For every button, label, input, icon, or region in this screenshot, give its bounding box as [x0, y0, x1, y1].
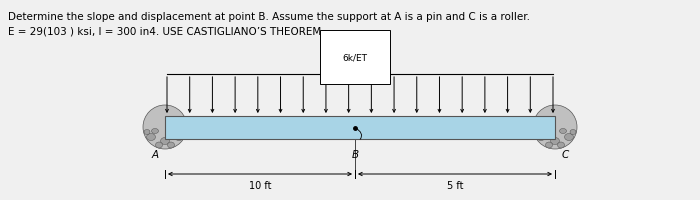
- Text: Determine the slope and displacement at point B. Assume the support at A is a pi: Determine the slope and displacement at …: [8, 12, 530, 22]
- Ellipse shape: [155, 142, 162, 148]
- Ellipse shape: [160, 138, 169, 145]
- Ellipse shape: [146, 134, 155, 141]
- Text: C: C: [561, 149, 568, 159]
- Ellipse shape: [570, 130, 576, 135]
- Ellipse shape: [534, 130, 540, 135]
- Text: 6k/ET: 6k/ET: [342, 53, 368, 62]
- Ellipse shape: [564, 134, 573, 141]
- Ellipse shape: [559, 129, 566, 134]
- Ellipse shape: [550, 138, 559, 145]
- Text: 5 ft: 5 ft: [447, 180, 463, 190]
- Ellipse shape: [536, 134, 545, 141]
- Text: E = 29(103 ) ksi, I = 300 in4. USE CASTIGLIANO’S THEOREM: E = 29(103 ) ksi, I = 300 in4. USE CASTI…: [8, 26, 321, 36]
- Ellipse shape: [169, 129, 176, 134]
- Ellipse shape: [542, 129, 549, 134]
- Bar: [165, 116, 555, 139]
- Circle shape: [533, 105, 577, 149]
- Text: B: B: [351, 149, 358, 159]
- Ellipse shape: [557, 142, 564, 148]
- Ellipse shape: [144, 130, 150, 135]
- Ellipse shape: [174, 134, 183, 141]
- Circle shape: [143, 105, 187, 149]
- Ellipse shape: [545, 142, 552, 148]
- Text: 10 ft: 10 ft: [248, 180, 271, 190]
- Ellipse shape: [167, 142, 174, 148]
- Ellipse shape: [180, 130, 186, 135]
- Ellipse shape: [151, 129, 158, 134]
- Text: A: A: [151, 149, 159, 159]
